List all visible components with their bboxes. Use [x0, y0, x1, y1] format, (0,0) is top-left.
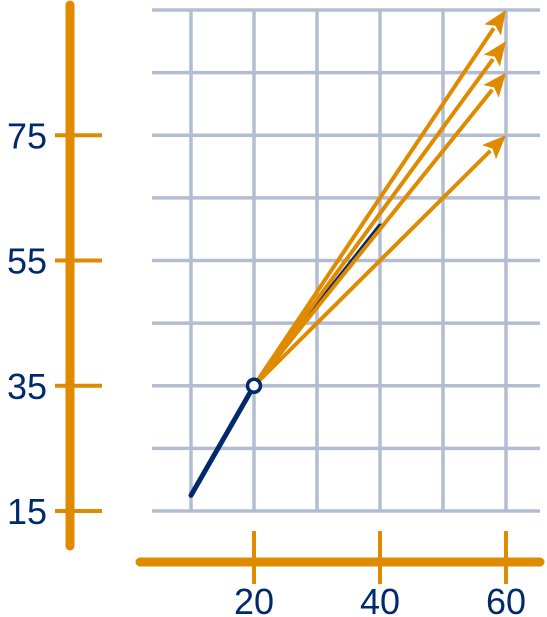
arrows [252, 10, 506, 388]
arrow-head [483, 72, 506, 98]
marker [245, 377, 263, 394]
arrow [252, 10, 506, 387]
arrow-shaft [252, 149, 492, 388]
x-tick-label: 60 [486, 581, 526, 617]
y-tick-label: 75 [7, 115, 47, 156]
point-marker [245, 377, 263, 394]
arrow-head [481, 135, 506, 160]
x-tick-label: 20 [234, 581, 274, 617]
tick-labels: 15 35 55 75 20 40 60 [7, 115, 526, 617]
x-tick-label: 40 [360, 581, 400, 617]
arrow-shaft [252, 57, 495, 387]
arrow-shaft [252, 27, 496, 387]
grid [152, 8, 540, 513]
arrow-head [483, 41, 506, 67]
y-tick-label: 15 [7, 491, 47, 532]
arrow [252, 72, 506, 388]
axes [55, 0, 545, 584]
arrow [252, 135, 506, 388]
y-tick-label: 35 [7, 366, 47, 407]
arrow-shaft [252, 88, 494, 388]
arrow-head [484, 10, 506, 36]
y-tick-label: 55 [7, 241, 47, 282]
arrow [252, 41, 506, 387]
